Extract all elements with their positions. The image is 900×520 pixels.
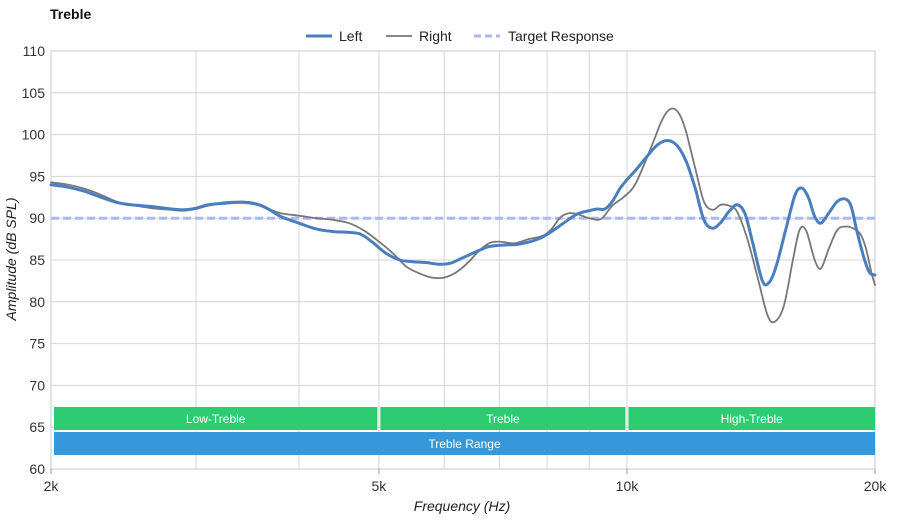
band-label: Low-Treble <box>186 412 246 426</box>
legend-label-right: Right <box>419 28 452 44</box>
y-tick-label: 65 <box>29 419 45 435</box>
band-label: Treble <box>486 412 520 426</box>
legend: Left Right Target Response <box>306 28 614 44</box>
y-tick-label: 70 <box>29 377 45 393</box>
band-bar <box>628 407 875 430</box>
series-line-left <box>49 138 877 287</box>
x-tick-label: 10k <box>616 478 640 494</box>
chart-title: Treble <box>50 6 91 22</box>
y-tick-label: 60 <box>29 461 45 477</box>
y-tick-label: 95 <box>29 168 45 184</box>
band-bar <box>380 407 626 430</box>
plot-border <box>50 50 876 470</box>
y-tick-label: 105 <box>22 85 46 101</box>
band-bar <box>54 407 378 430</box>
x-axis-label: Frequency (Hz) <box>414 498 510 514</box>
x-tick-label: 2k <box>44 478 60 494</box>
y-tick-label: 90 <box>29 210 45 226</box>
x-tick-label: 20k <box>864 478 888 494</box>
y-axis-label: Amplitude (dB SPL) <box>3 198 19 322</box>
legend-label-target: Target Response <box>508 28 614 44</box>
band-bar <box>54 432 875 455</box>
series-line-right <box>50 107 876 324</box>
band-label: Treble Range <box>428 437 501 451</box>
band-layer: Low-Treble Treble High-Treble Treble Range <box>54 407 875 455</box>
band-label: High-Treble <box>721 412 784 426</box>
y-tick-label: 75 <box>29 336 45 352</box>
series-layer <box>49 107 877 324</box>
y-tick-label: 110 <box>23 43 46 59</box>
y-tick-label: 85 <box>29 252 45 268</box>
axis-layer: 60 65 70 75 80 85 90 95 100 105 110 2k 5k 10k 20k <box>22 43 888 494</box>
x-tick-label: 5k <box>372 478 388 494</box>
y-tick-label: 80 <box>29 294 45 310</box>
grid-layer <box>50 50 876 470</box>
legend-label-left: Left <box>339 28 362 44</box>
y-tick-label: 100 <box>22 127 46 143</box>
